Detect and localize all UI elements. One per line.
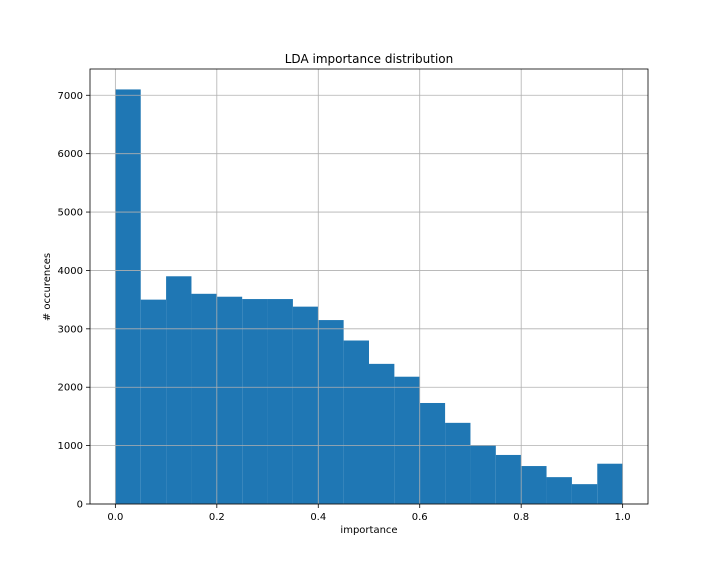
histogram-bar-6 — [267, 299, 293, 504]
histogram-bar-0 — [115, 89, 141, 504]
x-tick-label-2: 0.4 — [310, 512, 326, 523]
histogram-bar-8 — [318, 320, 344, 504]
y-tick-label-5: 5000 — [58, 208, 83, 219]
y-axis-label: # occurences — [42, 253, 53, 321]
histogram-bar-19 — [597, 463, 623, 504]
y-tick-label-6: 6000 — [58, 149, 83, 160]
histogram-bar-4 — [216, 296, 243, 504]
plot-frame — [89, 68, 649, 505]
histogram-bar-15 — [495, 454, 522, 504]
histogram-bar-13 — [445, 422, 471, 504]
histogram-bar-17 — [546, 477, 572, 504]
y-tick-label-0: 0 — [77, 500, 83, 511]
y-tick-label-1: 1000 — [58, 441, 83, 452]
histogram-bar-18 — [571, 484, 598, 504]
y-axis: 0 1000 2000 3000 4000 5000 6000 7000 — [58, 91, 90, 511]
grid-layer — [90, 69, 648, 505]
y-tick-label-3: 3000 — [58, 324, 83, 335]
x-tick-label-0: 0.0 — [107, 512, 123, 523]
bars-layer — [115, 89, 623, 504]
chart-title: LDA importance distribution — [285, 52, 454, 66]
histogram-bar-1 — [140, 299, 167, 504]
x-axis-label: importance — [340, 525, 397, 536]
x-axis: 0.0 0.2 0.4 0.6 0.8 1.0 — [107, 504, 631, 523]
histogram-bar-10 — [369, 363, 395, 504]
y-tick-label-7: 7000 — [58, 91, 83, 102]
histogram-bar-2 — [166, 276, 192, 504]
x-tick-label-1: 0.2 — [209, 512, 225, 523]
histogram-bar-5 — [242, 299, 268, 504]
x-tick-label-5: 1.0 — [615, 512, 631, 523]
y-tick-label-2: 2000 — [58, 383, 83, 394]
histogram-bar-14 — [470, 445, 496, 504]
histogram-bar-12 — [419, 402, 446, 504]
histogram-bar-16 — [521, 466, 547, 504]
x-tick-label-3: 0.6 — [412, 512, 428, 523]
histogram-bar-11 — [394, 376, 420, 504]
x-tick-label-4: 0.8 — [513, 512, 529, 523]
y-tick-label-4: 4000 — [58, 266, 83, 277]
histogram-bar-7 — [292, 306, 319, 504]
histogram-bar-3 — [191, 293, 217, 504]
histogram-bar-9 — [343, 340, 369, 504]
